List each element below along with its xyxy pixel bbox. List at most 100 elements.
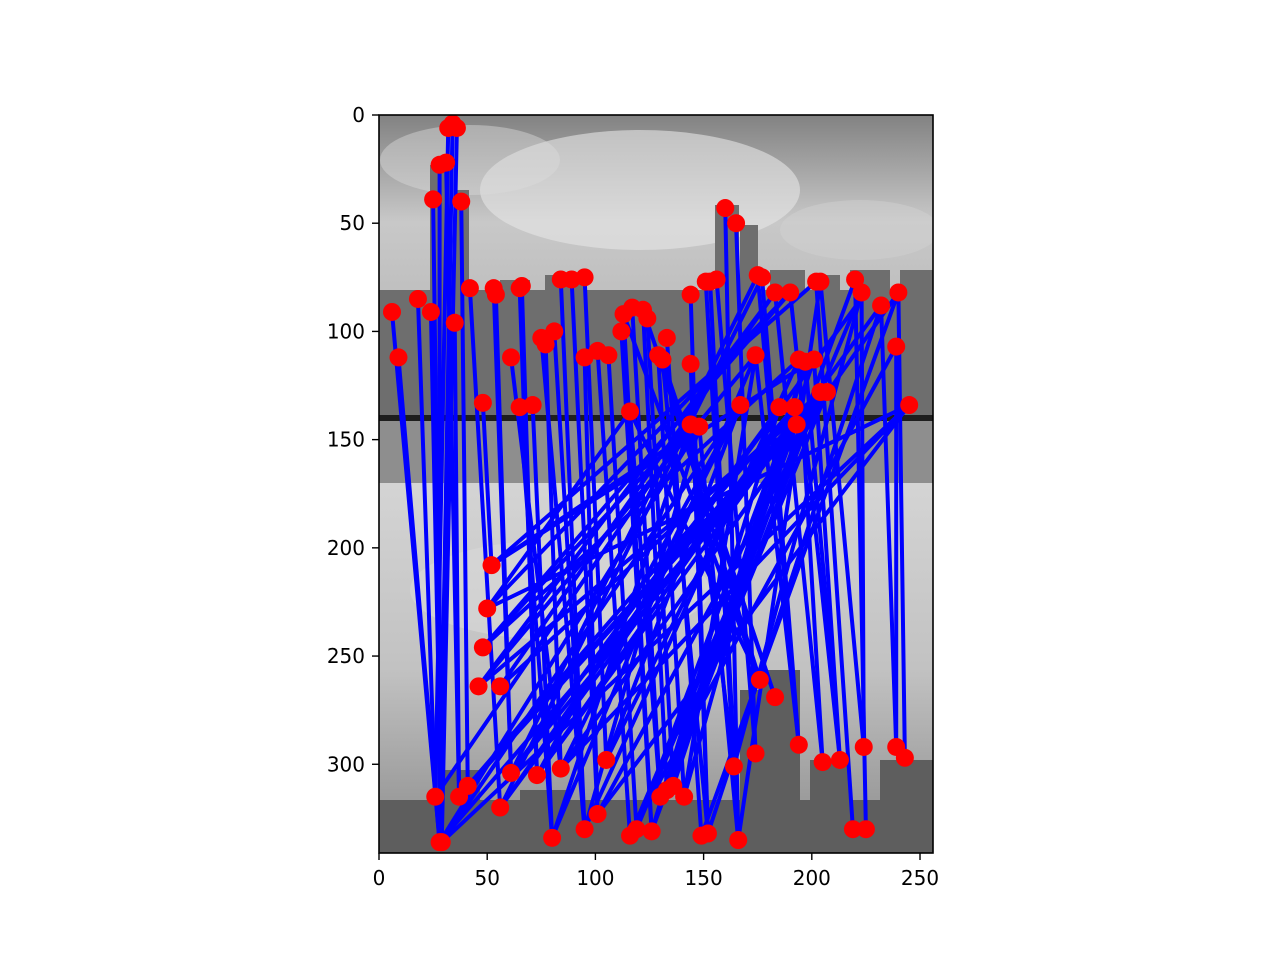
y-tick-label: 300 [327, 752, 365, 776]
keypoint-marker [872, 296, 891, 315]
keypoint-marker [729, 831, 748, 850]
match-line [439, 125, 459, 845]
keypoint-marker [657, 328, 676, 347]
keypoint-marker [523, 396, 542, 415]
match-line [396, 355, 442, 845]
keypoint-marker [588, 805, 607, 824]
match-line [433, 422, 693, 799]
x-axis: 0 50 100 150 200 250 [373, 853, 939, 890]
match-line [628, 344, 899, 838]
keypoint-marker [813, 753, 832, 772]
keypoint-marker [817, 383, 836, 402]
keypoint-marker [787, 415, 806, 434]
keypoint-marker [789, 735, 808, 754]
match-line [498, 405, 782, 810]
keypoint-marker [856, 820, 875, 839]
y-tick-label: 200 [327, 536, 365, 560]
y-axis: 0 50 100 150 200 250 300 [327, 103, 379, 776]
keypoint-marker [707, 270, 726, 289]
match-line [688, 292, 710, 836]
keypoint-marker [811, 272, 830, 291]
x-tick-label: 150 [685, 866, 723, 890]
keypoint-marker [426, 787, 445, 806]
keypoint-marker [766, 283, 785, 302]
keypoint-marker [895, 748, 914, 767]
keypoint-marker [638, 309, 657, 328]
keypoint-marker [681, 354, 700, 373]
keypoint-marker [439, 118, 458, 137]
match-line [621, 312, 762, 682]
match-line [699, 290, 901, 838]
keypoint-marker [627, 820, 646, 839]
match-line [485, 290, 793, 611]
keypoint-marker [770, 398, 789, 417]
keypoint-marker [510, 279, 529, 298]
keypoint-marker [843, 820, 862, 839]
x-tick-label: 50 [474, 866, 499, 890]
keypoint-marker [724, 757, 743, 776]
keypoint-marker [473, 638, 492, 657]
keypoint-marker [653, 350, 672, 369]
match-line [480, 400, 494, 568]
match-line [467, 286, 503, 810]
match-line [485, 409, 633, 611]
match-line [517, 405, 555, 840]
match-line [896, 290, 907, 760]
keypoint-marker [491, 798, 510, 817]
keypoint-marker [458, 776, 477, 795]
match-line [476, 290, 778, 689]
keypoint-marker [675, 787, 694, 806]
keypoint-marker [642, 822, 661, 841]
keypoint-marker [621, 402, 640, 421]
keypoint-marker [785, 398, 804, 417]
match-line [641, 307, 669, 793]
keypoint-marker [491, 677, 510, 696]
keypoint-marker [452, 192, 471, 211]
keypoint-marker [445, 313, 464, 332]
match-line [543, 342, 563, 771]
y-tick-label: 0 [352, 103, 365, 127]
keypoint-marker [681, 285, 700, 304]
x-tick-label: 100 [576, 866, 614, 890]
match-line [428, 309, 444, 845]
keypoint-marker [727, 214, 746, 233]
match-line [641, 307, 778, 700]
keypoint-marker [900, 396, 919, 415]
keypoint-marker [551, 759, 570, 778]
match-line [489, 279, 819, 568]
match-line [415, 296, 438, 799]
keypoint-marker [612, 322, 631, 341]
match-line [437, 424, 702, 845]
x-tick-label: 250 [901, 866, 939, 890]
y-tick-label: 150 [327, 428, 365, 452]
keypoint-marker [408, 289, 427, 308]
match-line [582, 357, 801, 832]
match-line [439, 403, 743, 845]
keypoint-marker [854, 737, 873, 756]
keypoint-marker [781, 283, 800, 302]
keypoint-marker [382, 302, 401, 321]
keypoint-marker [502, 348, 521, 367]
match-line [705, 303, 884, 836]
keypoint-marker [731, 396, 750, 415]
match-line [558, 290, 901, 771]
keypoint-marker [750, 670, 769, 689]
keypoint-marker [716, 199, 735, 218]
keypoint-marker [830, 750, 849, 769]
keypoint-marker [469, 677, 488, 696]
y-tick-label: 100 [327, 319, 365, 343]
keypoint-marker [575, 268, 594, 287]
match-line [621, 312, 654, 834]
keypoint-marker [389, 348, 408, 367]
keypoint-marker [430, 833, 449, 852]
keypoint-marker [599, 346, 618, 365]
keypoint-marker [482, 556, 501, 575]
keypoint-marker [536, 335, 555, 354]
keypoint-marker [753, 268, 772, 287]
keypoint-marker [804, 350, 823, 369]
keypoint-marker [690, 417, 709, 436]
keypoint-marker [473, 393, 492, 412]
keypoint-marker [597, 750, 616, 769]
y-tick-label: 250 [327, 644, 365, 668]
keypoint-marker [543, 828, 562, 847]
